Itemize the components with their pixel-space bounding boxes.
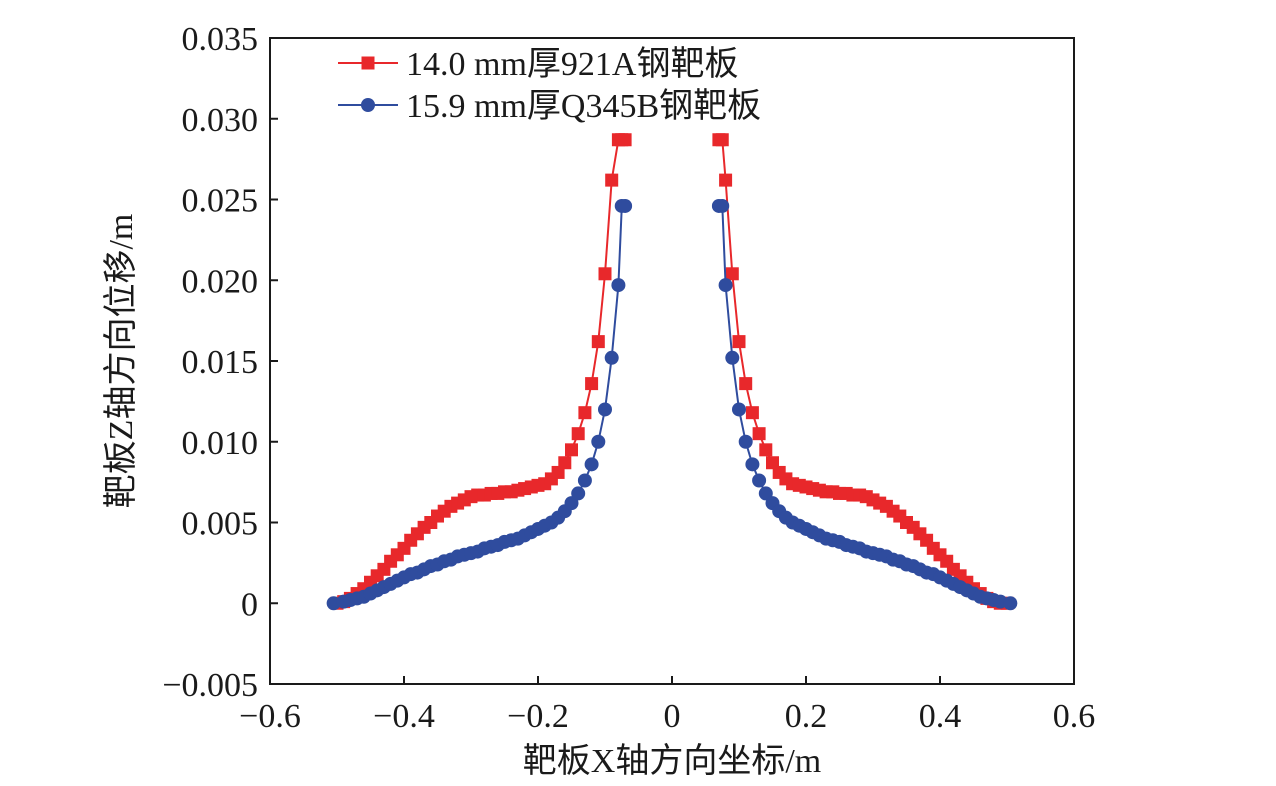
series-2: [326, 198, 1018, 611]
data-point: [578, 406, 592, 420]
y-tick-label: 0.030: [182, 102, 259, 139]
legend-marker: [361, 56, 375, 70]
data-point: [725, 267, 739, 281]
y-tick-label: 0.010: [182, 425, 259, 462]
data-point: [718, 278, 733, 293]
data-point: [611, 278, 626, 293]
y-tick-label: 0: [241, 586, 258, 623]
data-point: [605, 173, 619, 187]
data-point: [571, 486, 586, 501]
data-point: [752, 427, 766, 441]
data-point: [738, 434, 753, 449]
y-tick-label: 0.020: [182, 263, 259, 300]
y-tick-label: 0.035: [182, 21, 259, 58]
data-point: [732, 402, 746, 417]
legend-item: 14.0 mm厚921A钢靶板: [338, 45, 738, 83]
data-point: [565, 443, 578, 457]
data-point: [577, 473, 592, 488]
data-point: [1003, 596, 1018, 611]
legend: 14.0 mm厚921A钢靶板 15.9 mm厚Q345B钢靶板: [338, 45, 761, 125]
x-tick-label: −0.6: [239, 698, 301, 735]
legend-marker: [361, 98, 375, 112]
legend-item: 15.9 mm厚Q345B钢靶板: [338, 87, 761, 125]
data-point: [591, 434, 606, 449]
data-point: [732, 335, 746, 349]
data-point: [585, 377, 599, 391]
y-axis-title: 靶板Z轴方向位移/m: [102, 214, 140, 509]
data-point: [571, 427, 585, 441]
data-point: [745, 457, 760, 472]
y-tick-label: −0.005: [162, 667, 258, 704]
data-point: [584, 457, 599, 472]
series-line: [718, 138, 1007, 605]
series-line: [336, 138, 626, 605]
x-tick-label: 0.6: [1053, 698, 1096, 735]
data-point: [715, 198, 730, 213]
x-tick-label: 0.2: [785, 698, 828, 735]
series-1: [330, 133, 1014, 610]
x-tick-label: 0: [664, 698, 681, 735]
data-point: [598, 402, 612, 417]
data-point: [618, 198, 633, 213]
axis-ticks: −0.6 −0.4 −0.2 0 0.2 0.4 0.6 −0.005 0 0.005 0.010 0…: [162, 21, 1095, 735]
data-point: [759, 443, 773, 457]
y-tick-label: 0.025: [182, 183, 259, 220]
data-point: [752, 473, 767, 488]
x-tick-label: −0.4: [373, 698, 435, 735]
data-point: [598, 267, 612, 281]
data-point: [618, 133, 632, 147]
x-axis-title: 靶板X轴方向坐标/m: [523, 742, 821, 780]
data-point: [745, 406, 759, 420]
y-tick-label: 0.005: [182, 506, 259, 543]
data-point: [725, 350, 740, 365]
y-tick-label: 0.015: [182, 344, 259, 381]
series-layer: [326, 133, 1018, 611]
x-tick-label: −0.2: [507, 698, 569, 735]
data-point: [558, 456, 572, 470]
x-tick-label: 0.4: [919, 698, 962, 735]
data-point: [739, 377, 753, 391]
data-point: [604, 350, 619, 365]
data-point: [715, 133, 729, 147]
legend-label: 14.0 mm厚921A钢靶板: [406, 45, 738, 83]
data-point: [591, 335, 605, 349]
legend-label: 15.9 mm厚Q345B钢靶板: [406, 87, 761, 125]
data-point: [719, 173, 733, 187]
